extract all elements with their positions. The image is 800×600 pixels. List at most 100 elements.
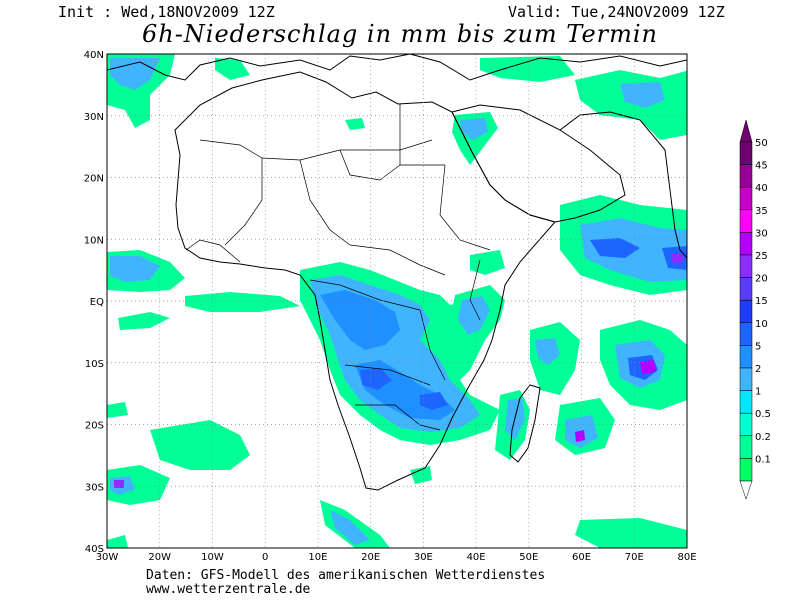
latitude-label: 40S [85,544,104,555]
border-line [399,104,445,166]
init-time: Init : Wed,18NOV2009 12Z [58,3,275,21]
africa-outline [174,71,556,491]
latitude-label: 40N [84,50,104,61]
precip-area [410,466,432,484]
precip-area [107,535,128,548]
legend-label: 2 [755,364,761,375]
legend-label: 45 [755,161,768,172]
grid-lines [107,54,687,548]
precip-area [320,290,400,350]
data-source: Daten: GFS-Modell des amerikanischen Wet… [146,568,546,583]
axis-labels: 30W 20W 10W 0 10E 20E 30E 40E 50E 60E 70E 80E 40N 30N… [84,50,697,563]
precip-area [620,82,665,108]
border-line [309,279,421,311]
precip-area [678,358,687,395]
legend-swatch [739,345,753,369]
longitude-label: 60E [572,552,591,563]
precip-area [672,254,684,264]
legend-label: 40 [755,183,768,194]
legend-swatch [739,164,753,188]
legend-label: 50 [755,138,768,149]
latitude-label: 20N [84,174,104,185]
legend-label: 35 [755,206,768,217]
precip-area [107,402,128,418]
legend-bottom-arrow [739,480,753,500]
precip-area [320,500,390,548]
legend-label: 1 [755,387,761,398]
border-line [439,164,491,251]
precip-area [575,518,687,548]
website: www.wetterzentrale.de [146,582,311,597]
legend-swatch [739,277,753,301]
legend-swatch [739,299,753,324]
legend-swatch [739,254,753,278]
europe-outline [107,54,687,81]
arabia-outline [451,104,626,223]
precip-area [118,312,170,330]
longitude-label: 10E [308,552,327,563]
legend-label: 20 [755,274,768,285]
border-line [199,139,433,161]
longitude-label: 20W [148,552,171,563]
precip-area [360,368,392,390]
longitude-label: 20E [361,552,380,563]
coastlines [107,54,687,491]
footer: Daten: GFS-Modell des amerikanischen Wet… [146,569,545,597]
precip-area [150,420,250,470]
border-line [355,404,441,431]
legend-swatch [739,232,753,256]
border-line [299,159,351,246]
border-line [339,149,401,181]
precip-area [345,118,365,130]
legend-swatch [739,435,753,459]
precip-area [185,292,300,312]
legend-label: 10 [755,319,768,330]
precip-area [575,70,687,140]
precip-area [114,480,124,488]
precip-area [480,56,575,82]
border-line [224,158,263,246]
legend-top-arrow [739,119,753,143]
longitude-label: 70E [625,552,644,563]
border-line [419,309,446,381]
india-outline [639,119,687,259]
longitude-label: 80E [677,552,696,563]
longitude-label: 10W [201,552,224,563]
precip-area [107,465,170,505]
latitude-label: 30S [85,482,104,493]
color-legend: 50 45 40 35 30 25 20 15 10 5 2 1 0.5 0.2 0.1 [739,119,771,500]
precip-area [640,360,656,374]
legend-label: 0.5 [755,409,771,420]
valid-time: Valid: Tue,24NOV2009 12Z [508,3,725,21]
latitude-label: 10S [85,359,104,370]
border-line [344,364,431,386]
precip-area [575,430,585,442]
map-frame [106,53,688,549]
precip-area [420,392,448,410]
legend-swatch [739,390,753,414]
legend-label: 15 [755,296,768,307]
country-borders [185,104,491,431]
precip-area [460,118,488,140]
legend-swatch [739,412,753,437]
border-line [469,259,481,321]
border-line [349,244,446,276]
legend-label: 5 [755,341,761,352]
precip-area [458,296,490,335]
legend-swatch [739,367,753,391]
precip-area [215,58,250,80]
precipitation-field [107,54,687,548]
legend-swatch [739,141,753,165]
precip-area [470,250,505,275]
longitude-label: 40E [467,552,486,563]
longitude-label: 30E [414,552,433,563]
latitude-label: EQ [90,297,104,308]
longitude-label: 30W [96,552,119,563]
precip-area [330,510,370,545]
latitude-label: 10N [84,235,104,246]
longitude-label: 0 [262,552,268,563]
precip-area [535,338,560,365]
legend-label: 25 [755,251,768,262]
legend-label: 30 [755,228,768,239]
